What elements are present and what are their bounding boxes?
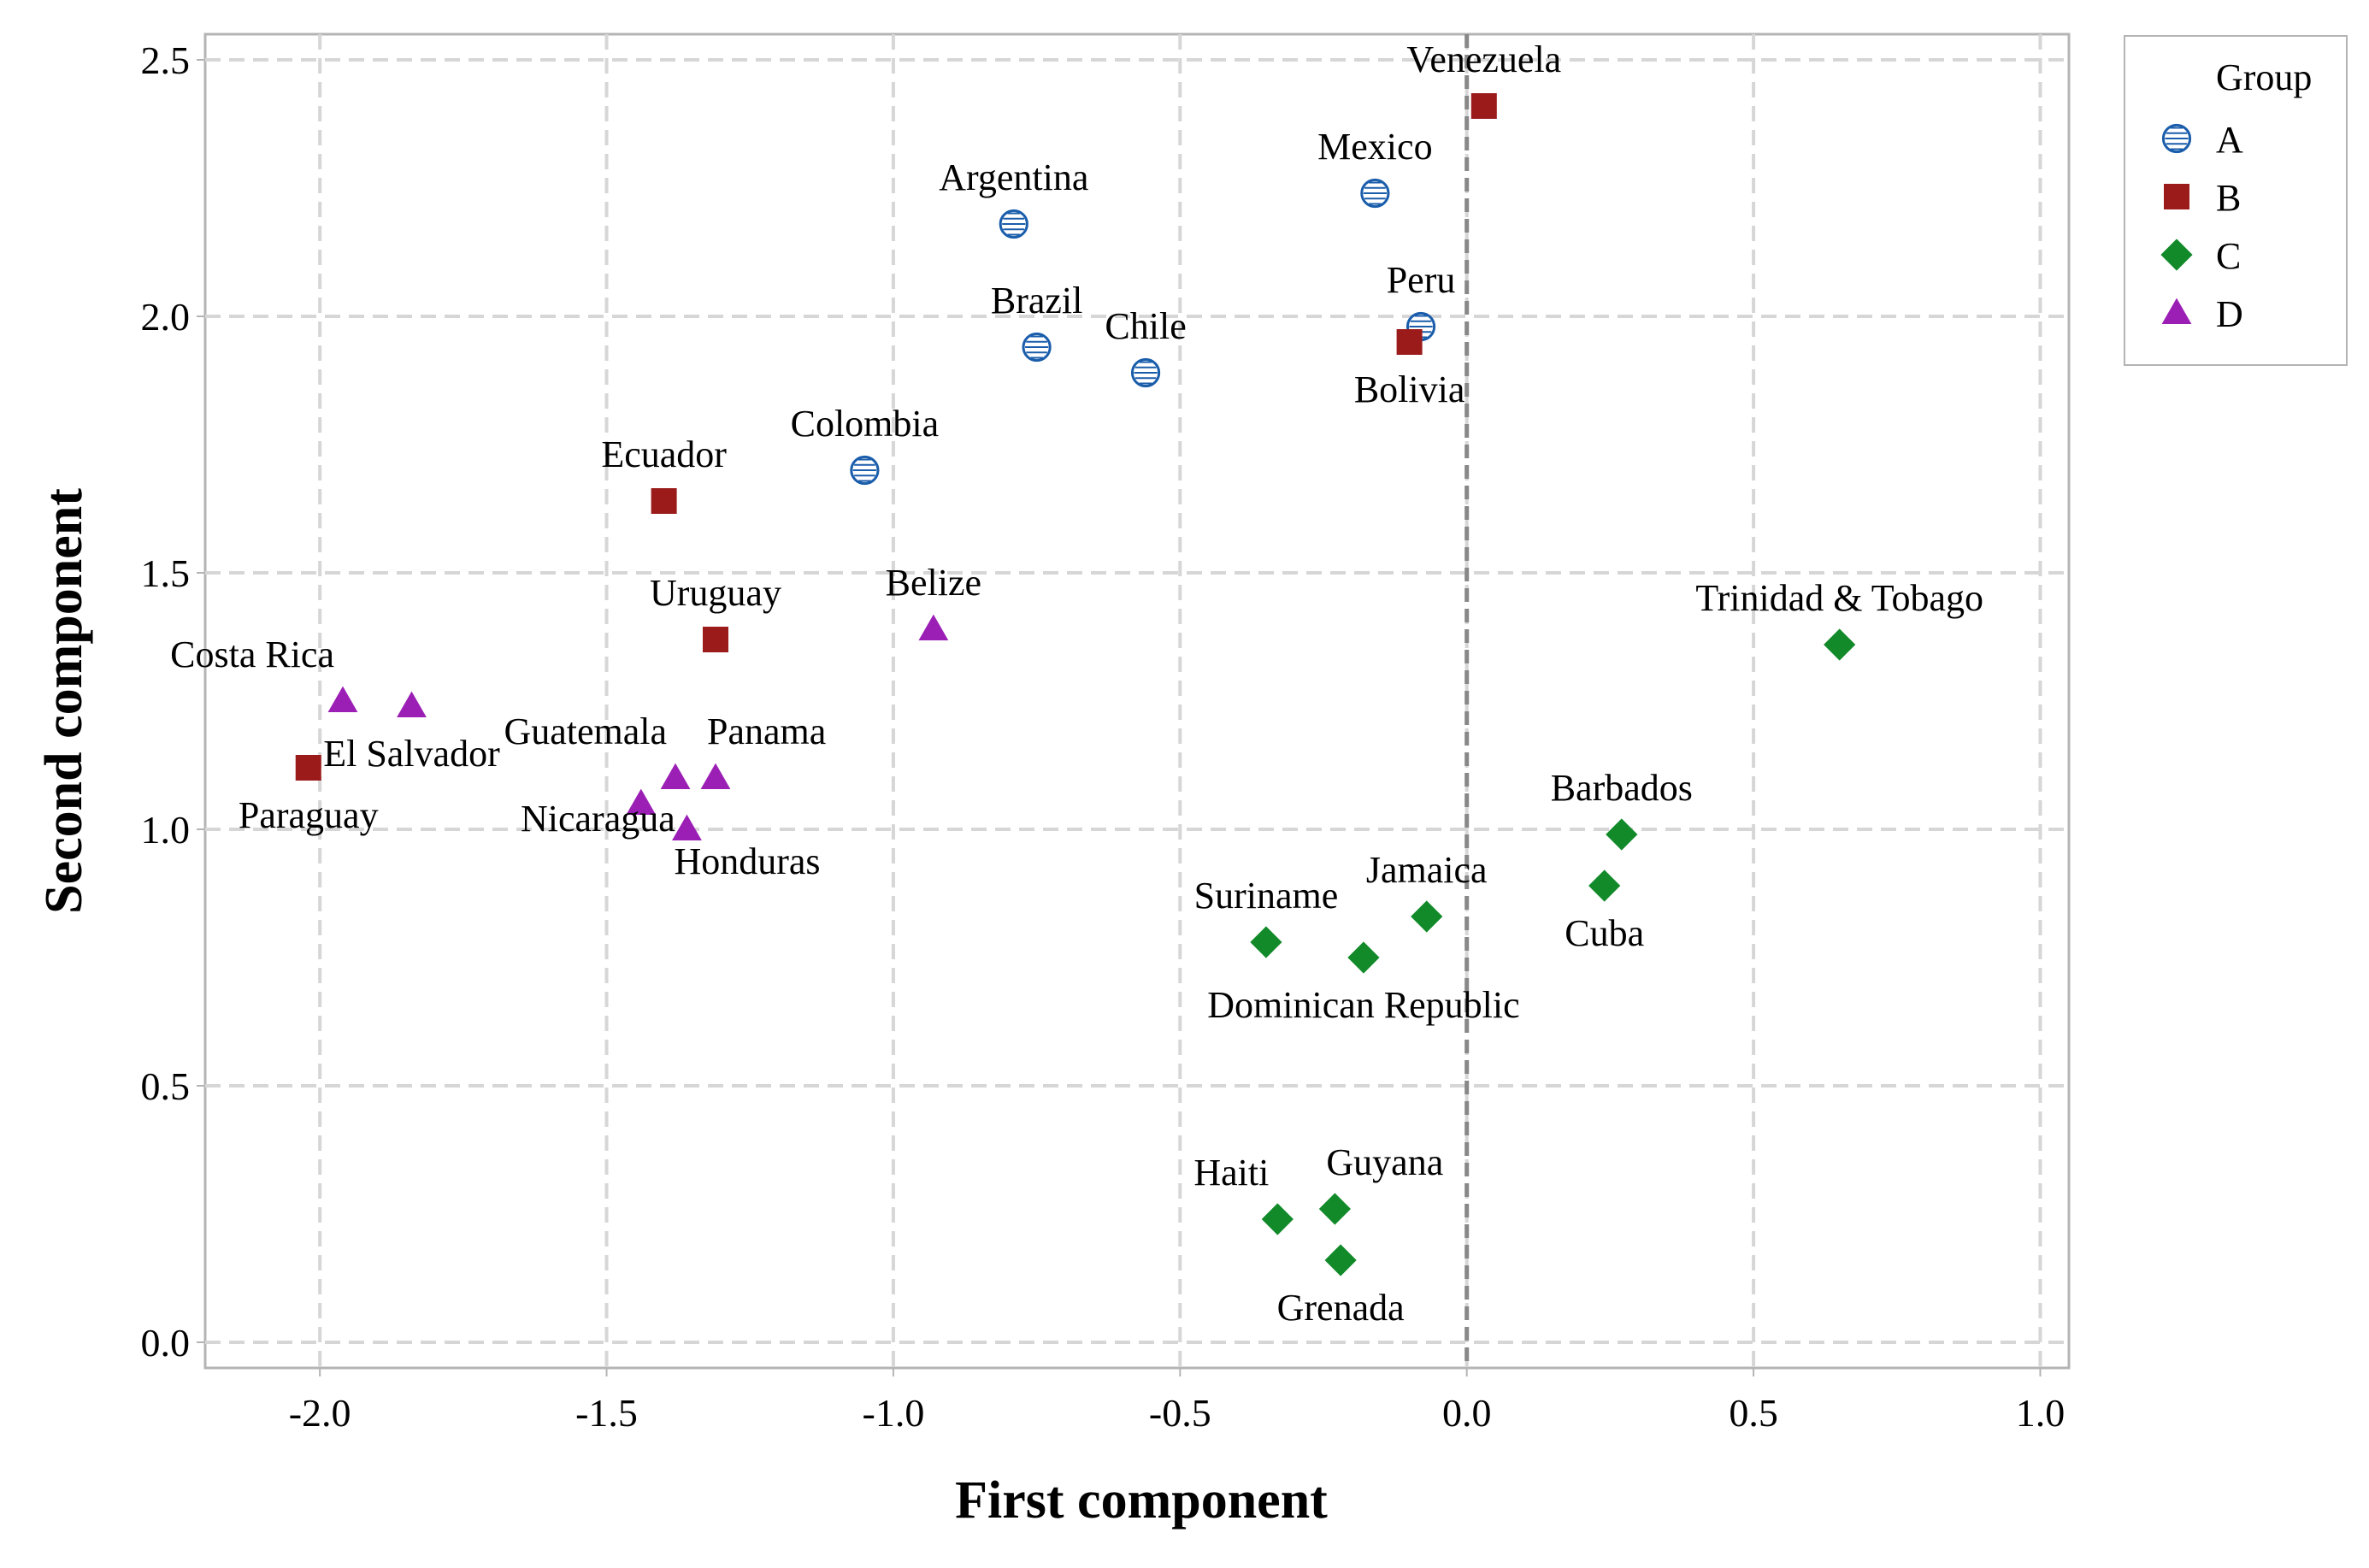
point-brazil bbox=[1022, 332, 1052, 363]
point-uruguay bbox=[702, 627, 728, 652]
x-axis-title: First component bbox=[955, 1471, 1328, 1530]
label-peru: Peru bbox=[1387, 259, 1456, 301]
label-paraguay: Paraguay bbox=[239, 794, 379, 836]
label-jamaica: Jamaica bbox=[1366, 849, 1488, 891]
point-jamaica bbox=[1411, 900, 1443, 933]
x-tick-label: 0.0 bbox=[1442, 1391, 1492, 1435]
label-el-salvador: El Salvador bbox=[323, 733, 500, 775]
y-tick-label: 2.0 bbox=[141, 295, 191, 339]
x-tick-label: -1.5 bbox=[575, 1391, 638, 1435]
point-panama bbox=[700, 763, 731, 790]
label-bolivia: Bolivia bbox=[1354, 368, 1465, 410]
x-tick-label: -0.5 bbox=[1149, 1391, 1211, 1435]
legend-marker-a bbox=[2161, 123, 2192, 154]
point-trinidad-tobago bbox=[1824, 628, 1856, 661]
point-guatemala bbox=[660, 763, 691, 790]
point-guyana bbox=[1318, 1193, 1352, 1225]
point-ecuador bbox=[651, 488, 677, 514]
point-paraguay bbox=[295, 755, 321, 781]
label-cuba: Cuba bbox=[1565, 912, 1644, 954]
point-honduras bbox=[672, 814, 702, 841]
label-belize: Belize bbox=[886, 562, 981, 604]
point-cuba bbox=[1588, 869, 1621, 902]
label-nicaragua: Nicaragua bbox=[521, 798, 675, 840]
point-dominican-republic bbox=[1347, 941, 1380, 974]
label-brazil: Brazil bbox=[991, 280, 1083, 321]
legend-label-b: B bbox=[2216, 177, 2241, 219]
label-guatemala: Guatemala bbox=[504, 710, 667, 752]
point-mexico bbox=[1360, 178, 1390, 209]
y-tick-label: 1.0 bbox=[141, 808, 191, 852]
legend-marker-c bbox=[2160, 239, 2193, 271]
y-tick-label: 1.5 bbox=[141, 551, 191, 595]
label-barbados: Barbados bbox=[1551, 767, 1693, 809]
label-mexico: Mexico bbox=[1317, 126, 1432, 168]
point-bolivia bbox=[1396, 329, 1423, 355]
y-tick-label: 0.5 bbox=[141, 1064, 191, 1108]
point-venezuela bbox=[1470, 93, 1497, 119]
x-tick-label: -2.0 bbox=[289, 1391, 351, 1435]
point-grenada bbox=[1324, 1244, 1357, 1276]
point-suriname bbox=[1250, 926, 1282, 958]
point-colombia bbox=[850, 455, 880, 486]
label-haiti: Haiti bbox=[1193, 1152, 1269, 1194]
axis-ticks: -2.0 -1.5 -1.0 -0.5 0.0 0.5 1.0 0.0 0.5 1.0 1.5 2.0… bbox=[141, 38, 2066, 1435]
point-barbados bbox=[1606, 818, 1638, 851]
label-ecuador: Ecuador bbox=[601, 433, 727, 475]
label-honduras: Honduras bbox=[674, 840, 820, 882]
label-grenada: Grenada bbox=[1277, 1287, 1405, 1329]
label-uruguay: Uruguay bbox=[650, 572, 781, 614]
label-trinidad-tobago: Trinidad & Tobago bbox=[1695, 577, 1983, 619]
label-venezuela: Venezuela bbox=[1406, 38, 1561, 80]
x-tick-label: 0.5 bbox=[1729, 1391, 1778, 1435]
point-haiti bbox=[1261, 1203, 1294, 1235]
point-chile bbox=[1130, 357, 1161, 388]
legend-box bbox=[2124, 35, 2348, 366]
point-belize bbox=[918, 614, 949, 641]
legend-title: Group bbox=[2216, 56, 2312, 98]
x-tick-label: -1.0 bbox=[863, 1391, 925, 1435]
legend-label-a: A bbox=[2216, 119, 2243, 161]
label-dominican-republic: Dominican Republic bbox=[1207, 984, 1519, 1026]
point-labels: Argentina Mexico Brazil Chile Peru Colombia Ve… bbox=[170, 38, 1983, 1329]
label-panama: Panama bbox=[707, 710, 826, 752]
y-tick-label: 2.5 bbox=[141, 38, 191, 82]
legend-marker-d bbox=[2161, 298, 2192, 325]
label-chile: Chile bbox=[1105, 305, 1186, 347]
y-axis-title: Second component bbox=[35, 488, 93, 914]
data-points bbox=[295, 93, 1856, 1276]
label-argentina: Argentina bbox=[939, 156, 1088, 198]
legend-marker-b bbox=[2164, 184, 2189, 209]
y-tick-label: 0.0 bbox=[141, 1321, 191, 1365]
point-el-salvador bbox=[397, 691, 427, 718]
label-guyana: Guyana bbox=[1326, 1141, 1443, 1183]
label-suriname: Suriname bbox=[1194, 875, 1339, 917]
point-argentina bbox=[999, 209, 1028, 239]
point-costa-rica bbox=[327, 686, 358, 713]
legend-label-d: D bbox=[2216, 293, 2243, 335]
point-nicaragua bbox=[626, 788, 657, 816]
label-costa-rica: Costa Rica bbox=[170, 634, 334, 675]
label-colombia: Colombia bbox=[791, 403, 940, 445]
plot-frame bbox=[203, 32, 2071, 1370]
legend-label-c: C bbox=[2216, 235, 2241, 277]
x-tick-label: 1.0 bbox=[2016, 1391, 2066, 1435]
